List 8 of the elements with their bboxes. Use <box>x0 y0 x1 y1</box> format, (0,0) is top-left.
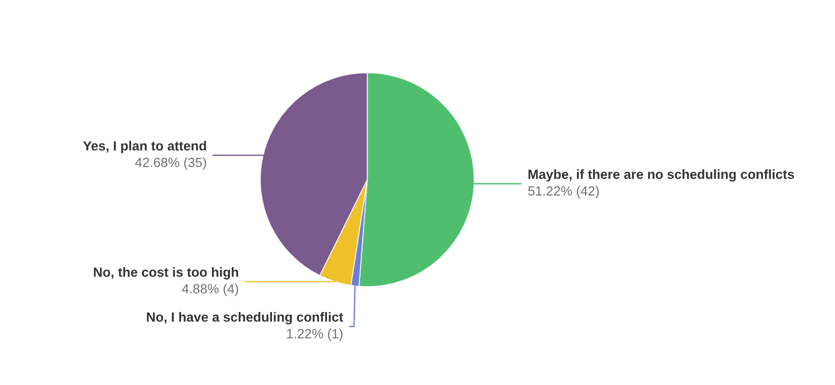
slice-label: No, the cost is too high <box>94 267 238 280</box>
data-label: 42.68% (35) <box>135 157 206 170</box>
data-label: 1.22% (1) <box>287 328 342 341</box>
slice-label: No, I have a scheduling conflict <box>146 312 344 324</box>
slice-label: Yes, I plan to attend <box>83 140 206 154</box>
data-label: 4.88% (4) <box>182 284 238 296</box>
slice-label: Maybe, if there are no scheduling conflicts <box>528 169 794 182</box>
data-label: 51.22% (42) <box>528 186 599 198</box>
